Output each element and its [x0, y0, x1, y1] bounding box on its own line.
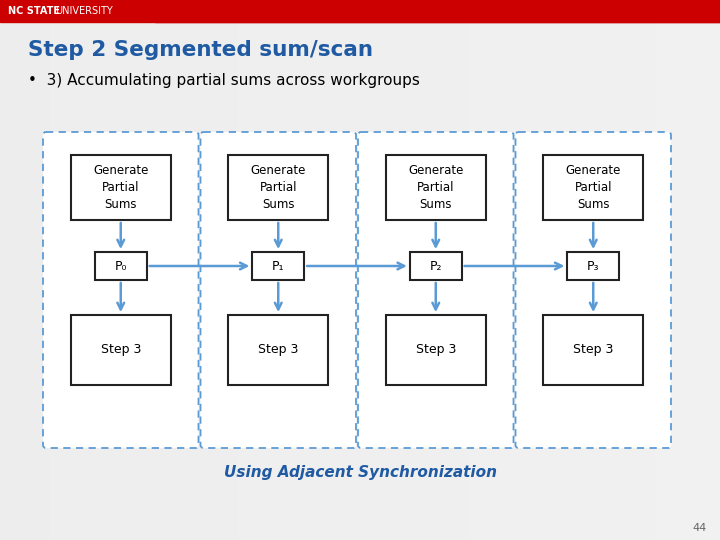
Text: Step 3: Step 3 — [101, 343, 141, 356]
Text: Generate
Partial
Sums: Generate Partial Sums — [93, 164, 148, 211]
Bar — [252, 252, 305, 280]
Bar — [544, 155, 643, 220]
FancyBboxPatch shape — [516, 132, 671, 448]
Text: Step 3: Step 3 — [415, 343, 456, 356]
Text: Generate
Partial
Sums: Generate Partial Sums — [566, 164, 621, 211]
Bar — [386, 315, 486, 385]
Text: Generate
Partial
Sums: Generate Partial Sums — [251, 164, 306, 211]
Bar — [228, 155, 328, 220]
Bar — [228, 315, 328, 385]
Text: Step 3: Step 3 — [573, 343, 613, 356]
Bar — [71, 155, 171, 220]
Text: •  3) Accumulating partial sums across workgroups: • 3) Accumulating partial sums across wo… — [28, 72, 420, 87]
Text: Generate
Partial
Sums: Generate Partial Sums — [408, 164, 464, 211]
Bar — [95, 252, 147, 280]
FancyBboxPatch shape — [43, 132, 199, 448]
Text: Step 2 Segmented sum/scan: Step 2 Segmented sum/scan — [28, 40, 373, 60]
Bar — [386, 155, 486, 220]
Text: Using Adjacent Synchronization: Using Adjacent Synchronization — [223, 464, 497, 480]
Bar — [544, 315, 643, 385]
Text: UNIVERSITY: UNIVERSITY — [55, 6, 113, 16]
Bar — [71, 315, 171, 385]
Text: P₃: P₃ — [587, 260, 600, 273]
Text: 44: 44 — [693, 523, 707, 533]
FancyBboxPatch shape — [358, 132, 513, 448]
Text: NC STATE: NC STATE — [8, 6, 60, 16]
Bar — [410, 252, 462, 280]
Text: P₀: P₀ — [114, 260, 127, 273]
Text: Step 3: Step 3 — [258, 343, 298, 356]
Text: P₁: P₁ — [272, 260, 284, 273]
Bar — [0, 0, 720, 22]
Bar — [567, 252, 619, 280]
FancyBboxPatch shape — [200, 132, 356, 448]
Bar — [155, 0, 720, 22]
Text: P₂: P₂ — [430, 260, 442, 273]
